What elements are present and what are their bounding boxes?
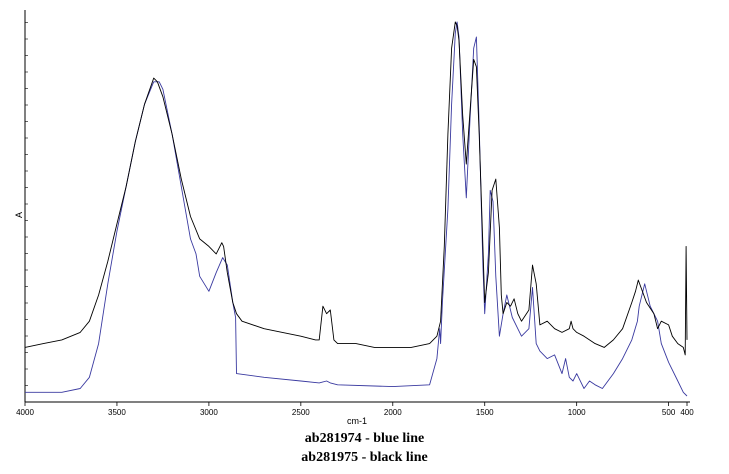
x-tick-label: 2000 (384, 408, 402, 417)
series-group (24, 21, 688, 397)
x-tick-label: 500 (662, 408, 676, 417)
series-line-black (24, 21, 688, 356)
y-ticks (25, 22, 28, 403)
axes (24, 10, 690, 403)
y-axis-label: A (14, 212, 24, 218)
caption-black-line: ab281975 - black line (301, 450, 428, 465)
x-tick-label: 1000 (568, 408, 586, 417)
x-tick-label: 3500 (108, 408, 126, 417)
x-tick-label: 3000 (200, 408, 218, 417)
x-tick-label: 4000 (16, 408, 34, 417)
x-ticks: 4000 3500 3000 2500 2000 1500 1000 500 400 (16, 402, 694, 417)
x-tick-label: 1500 (476, 408, 494, 417)
x-tick-label: 2500 (292, 408, 310, 417)
caption-blue-line: ab281974 - blue line (304, 431, 425, 446)
series-line-blue (25, 21, 688, 397)
x-tick-label: 400 (680, 408, 694, 417)
x-axis-label: cm-1 (347, 416, 367, 426)
